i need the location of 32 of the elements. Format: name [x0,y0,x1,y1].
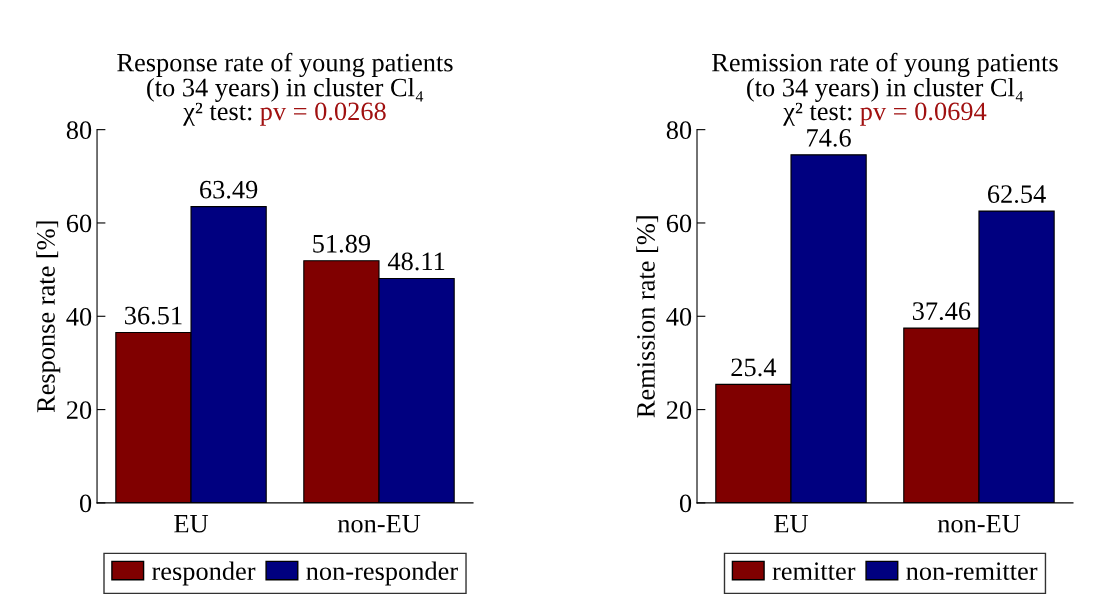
data-label: 25.4 [731,358,777,377]
data-label: 62.54 [988,185,1046,204]
chart-subtitle: χ² test: [783,102,852,126]
legend-label: remitter [772,562,856,581]
legend-label: responder [152,561,256,586]
x-tick-label: EU [174,515,209,533]
data-label: 37.46 [912,302,971,321]
text: pv = 0.0268 [260,102,386,126]
y-axis-title: Remission rate [%] [636,216,659,418]
y-tick-label: 80 [66,121,92,140]
y-tick-label: 20 [666,401,692,419]
y-tick-label: 60 [666,214,692,233]
y-tick-label: 20 [66,401,92,419]
data-label: 51.89 [313,234,371,253]
y-tick-label: 40 [666,307,692,326]
y-tick-label: 0 [679,494,692,513]
y-tick-label: 0 [79,494,92,513]
data-label: 74.6 [807,128,851,147]
legend-label: non-responder [306,561,458,586]
data-label: 63.49 [200,180,258,199]
y-axis-title: Response rate [%] [36,221,61,413]
x-tick-label: non-EU [937,515,1021,533]
y-tick-label: 80 [666,121,692,140]
x-tick-label: non-EU [337,515,421,533]
y-tick-label: 40 [66,307,92,326]
legend-label: non-remitter [906,562,1038,581]
data-label: 36.51 [125,306,182,325]
data-label: 48.11 [387,252,445,271]
text: pv = 0.0694 [860,102,987,126]
y-tick-label: 60 [66,214,92,233]
chart-subtitle: χ² test: [183,102,252,126]
x-tick-label: EU [774,515,809,533]
